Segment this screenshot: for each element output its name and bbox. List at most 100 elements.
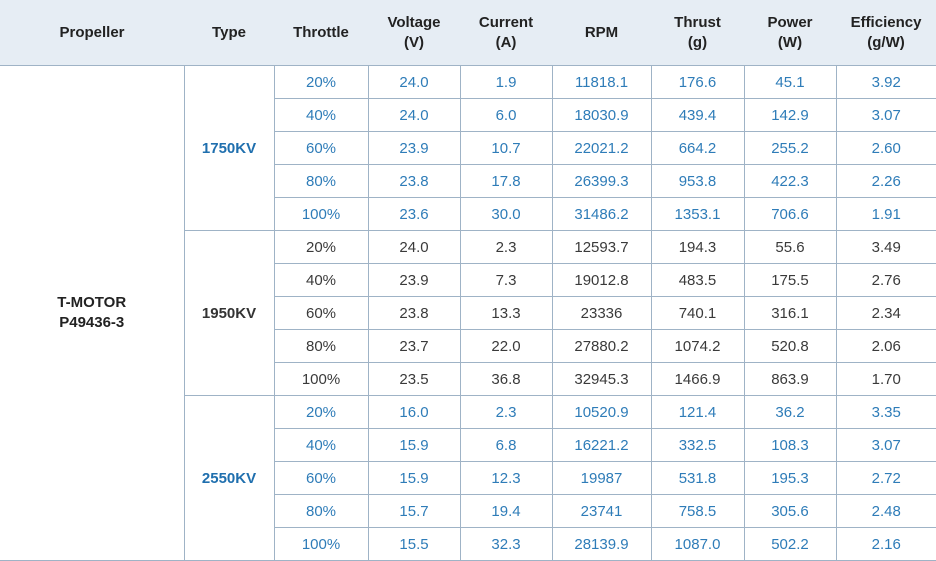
power-cell: 316.1 — [743, 296, 837, 330]
header-throttle: Throttle — [274, 0, 368, 66]
efficiency-cell: 2.26 — [835, 164, 936, 198]
thrust-cell: 332.5 — [650, 428, 745, 462]
rpm-cell: 23741 — [551, 494, 652, 528]
header-efficiency: Efficiency (g/W) — [836, 0, 936, 66]
thrust-cell: 1087.0 — [650, 527, 745, 561]
thrust-cell: 758.5 — [650, 494, 745, 528]
current-cell: 36.8 — [459, 362, 553, 396]
thrust-cell: 439.4 — [650, 98, 745, 132]
voltage-cell: 15.7 — [367, 494, 461, 528]
propeller-name-line: T-MOTOR — [57, 294, 127, 311]
power-cell: 422.3 — [743, 164, 837, 198]
table-row: 80% 23.8 17.8 26399.3 953.8 422.3 2.26 — [0, 164, 936, 198]
current-cell: 17.8 — [459, 164, 553, 198]
rpm-cell: 12593.7 — [551, 230, 652, 264]
efficiency-cell: 2.06 — [835, 329, 936, 363]
voltage-cell: 16.0 — [367, 395, 461, 429]
rpm-cell: 19987 — [551, 461, 652, 495]
rpm-cell: 19012.8 — [551, 263, 652, 297]
power-cell: 520.8 — [743, 329, 837, 363]
type-cell: 2550KV — [183, 395, 275, 561]
efficiency-cell: 2.16 — [835, 527, 936, 561]
power-cell: 55.6 — [743, 230, 837, 264]
header-type: Type — [184, 0, 274, 66]
header-row: Propeller Type Throttle Voltage (V) Curre… — [0, 0, 936, 66]
efficiency-cell: 1.70 — [835, 362, 936, 396]
throttle-cell: 80% — [273, 329, 369, 363]
throttle-cell: 20% — [273, 65, 369, 99]
rpm-cell: 31486.2 — [551, 197, 652, 231]
table-row: 100% 23.5 36.8 32945.3 1466.9 863.9 1.70 — [0, 362, 936, 396]
rpm-cell: 27880.2 — [551, 329, 652, 363]
efficiency-cell: 2.72 — [835, 461, 936, 495]
voltage-cell: 23.5 — [367, 362, 461, 396]
current-cell: 6.0 — [459, 98, 553, 132]
efficiency-cell: 3.07 — [835, 428, 936, 462]
rpm-cell: 28139.9 — [551, 527, 652, 561]
efficiency-cell: 2.76 — [835, 263, 936, 297]
thrust-cell: 121.4 — [650, 395, 745, 429]
voltage-cell: 24.0 — [367, 230, 461, 264]
throttle-cell: 40% — [273, 428, 369, 462]
voltage-cell: 23.6 — [367, 197, 461, 231]
power-cell: 305.6 — [743, 494, 837, 528]
rpm-cell: 11818.1 — [551, 65, 652, 99]
power-cell: 863.9 — [743, 362, 837, 396]
efficiency-cell: 3.49 — [835, 230, 936, 264]
header-rpm: RPM — [552, 0, 651, 66]
thrust-cell: 194.3 — [650, 230, 745, 264]
voltage-cell: 23.9 — [367, 263, 461, 297]
throttle-cell: 100% — [273, 527, 369, 561]
header-thrust: Thrust (g) — [651, 0, 744, 66]
voltage-cell: 15.9 — [367, 461, 461, 495]
current-cell: 2.3 — [459, 230, 553, 264]
table-row: T-MOTOR P49436-3 1750KV 20% 24.0 1.9 11818.1 17… — [0, 65, 936, 561]
header-propeller: Propeller — [0, 0, 184, 66]
power-cell: 142.9 — [743, 98, 837, 132]
current-cell: 32.3 — [459, 527, 553, 561]
power-cell: 502.2 — [743, 527, 837, 561]
efficiency-cell: 2.60 — [835, 131, 936, 165]
rpm-cell: 16221.2 — [551, 428, 652, 462]
throttle-cell: 100% — [273, 362, 369, 396]
current-cell: 7.3 — [459, 263, 553, 297]
table-row: 80% 15.7 19.4 23741 758.5 305.6 2.48 — [0, 494, 936, 528]
current-cell: 1.9 — [459, 65, 553, 99]
rpm-cell: 22021.2 — [551, 131, 652, 165]
throttle-cell: 60% — [273, 461, 369, 495]
header-voltage: Voltage (V) — [368, 0, 460, 66]
table-row: 40% 24.0 6.0 18030.9 439.4 142.9 3.07 — [0, 98, 936, 132]
table-row: 100% 15.5 32.3 28139.9 1087.0 502.2 2.16 — [0, 527, 936, 561]
voltage-cell: 23.8 — [367, 164, 461, 198]
rpm-cell: 10520.9 — [551, 395, 652, 429]
voltage-cell: 24.0 — [367, 65, 461, 99]
voltage-cell: 15.9 — [367, 428, 461, 462]
efficiency-cell: 2.48 — [835, 494, 936, 528]
voltage-cell: 15.5 — [367, 527, 461, 561]
thrust-cell: 1074.2 — [650, 329, 745, 363]
type-cell: 1750KV — [183, 65, 275, 231]
throttle-cell: 20% — [273, 395, 369, 429]
power-cell: 45.1 — [743, 65, 837, 99]
header-power: Power (W) — [744, 0, 836, 66]
propeller-name-line: P49436-3 — [59, 314, 125, 331]
rpm-cell: 26399.3 — [551, 164, 652, 198]
table-row: 60% 23.9 10.7 22021.2 664.2 255.2 2.60 — [0, 131, 936, 165]
current-cell: 10.7 — [459, 131, 553, 165]
rpm-cell: 23336 — [551, 296, 652, 330]
table-row: 40% 23.9 7.3 19012.8 483.5 175.5 2.76 — [0, 263, 936, 297]
power-cell: 175.5 — [743, 263, 837, 297]
thrust-cell: 483.5 — [650, 263, 745, 297]
thrust-cell: 1353.1 — [650, 197, 745, 231]
voltage-cell: 23.9 — [367, 131, 461, 165]
thrust-cell: 953.8 — [650, 164, 745, 198]
current-cell: 30.0 — [459, 197, 553, 231]
power-cell: 255.2 — [743, 131, 837, 165]
voltage-cell: 23.8 — [367, 296, 461, 330]
thrust-cell: 664.2 — [650, 131, 745, 165]
rpm-cell: 18030.9 — [551, 98, 652, 132]
thrust-cell: 531.8 — [650, 461, 745, 495]
current-cell: 12.3 — [459, 461, 553, 495]
thrust-cell: 1466.9 — [650, 362, 745, 396]
